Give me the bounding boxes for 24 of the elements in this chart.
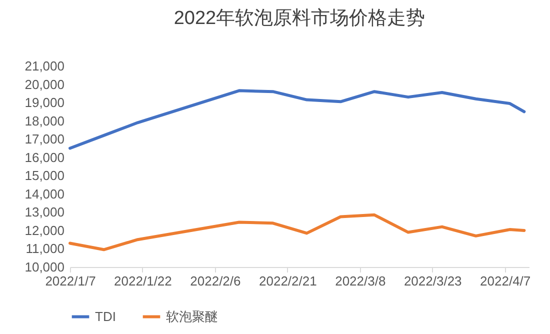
x-tick-label: 2022/2/21 [259, 274, 317, 288]
y-tick-label: 16,000 [24, 150, 64, 165]
x-tick-label: 2022/3/8 [335, 274, 386, 288]
line-series [68, 213, 526, 252]
x-tick-label: 2022/1/22 [114, 274, 172, 288]
y-tick-label: 18,000 [24, 113, 64, 128]
x-tick-label: 2022/2/6 [190, 274, 241, 288]
y-tick-label: 12,000 [24, 222, 64, 238]
legend-label: TDI [95, 308, 116, 324]
y-tick-label: 17,000 [24, 132, 64, 147]
y-tick-label: 21,000 [24, 58, 64, 74]
x-tick-label: 2022/1/7 [45, 274, 96, 288]
y-tick-label: 20,000 [24, 76, 64, 92]
y-tick-label: 10,000 [24, 260, 64, 274]
legend-label: 软泡聚醚 [166, 308, 218, 324]
y-tick-label: 14,000 [24, 186, 64, 202]
x-tick-label: 2022/4/7 [480, 274, 531, 288]
line-series [68, 89, 526, 150]
x-tick-label: 2022/3/23 [404, 274, 462, 288]
y-tick-label: 19,000 [24, 95, 64, 110]
y-tick-label: 15,000 [24, 168, 64, 184]
y-tick-label: 13,000 [24, 204, 64, 220]
y-tick-label: 11,000 [26, 241, 64, 256]
chart-title: 2022年软泡原料市场价格走势 [174, 7, 426, 29]
